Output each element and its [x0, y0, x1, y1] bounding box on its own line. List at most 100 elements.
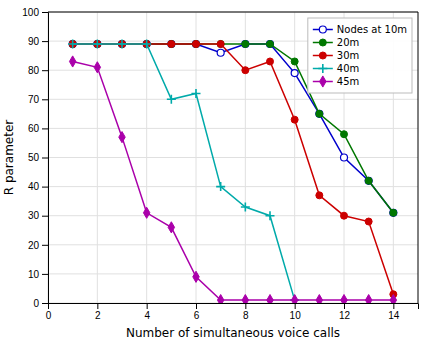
- series-line: [73, 44, 394, 213]
- tick: 70: [28, 94, 48, 105]
- point-group: [291, 116, 298, 123]
- point-group: [241, 202, 250, 211]
- point-group: [242, 67, 249, 74]
- legend-label: 30m: [337, 50, 359, 61]
- grid-line: [48, 215, 418, 216]
- point-group: [68, 40, 77, 49]
- point-group: [217, 41, 224, 48]
- point-group: [93, 40, 102, 49]
- point-group: [168, 41, 175, 48]
- point: [119, 41, 126, 48]
- tick: 90: [28, 36, 48, 47]
- point-group: [69, 41, 76, 48]
- point-group: [217, 49, 224, 56]
- tick-label: 8: [243, 310, 249, 321]
- point: [341, 295, 347, 303]
- point: [316, 192, 323, 199]
- tick-label: 2: [95, 310, 101, 321]
- point: [365, 218, 372, 225]
- point: [365, 177, 372, 184]
- point: [217, 295, 223, 303]
- point: [94, 41, 101, 48]
- series-line: [73, 44, 394, 213]
- point-group: [390, 209, 397, 216]
- tick-mark: [42, 41, 48, 42]
- point-group: [390, 295, 396, 303]
- point: [267, 295, 273, 303]
- tick-label: 60: [28, 123, 40, 134]
- point-group: [242, 295, 248, 303]
- point: [143, 41, 150, 48]
- tick-label: 50: [28, 152, 40, 163]
- tick: 0: [46, 303, 52, 321]
- legend-marker: [319, 52, 326, 59]
- tick-mark: [295, 303, 296, 309]
- point-group: [143, 207, 149, 218]
- point: [291, 70, 298, 77]
- tick: 14: [388, 303, 400, 321]
- point-group: [119, 41, 126, 48]
- legend-marker: [319, 26, 326, 33]
- tick-label: 4: [144, 310, 150, 321]
- point: [118, 40, 127, 49]
- grid-line: [48, 99, 418, 100]
- legend-marker: [320, 76, 326, 87]
- grid-line: [48, 186, 418, 187]
- point-group: [119, 41, 126, 48]
- grid-line: [48, 244, 418, 245]
- point: [365, 177, 372, 184]
- point: [119, 41, 126, 48]
- point-group: [242, 41, 249, 48]
- point-group: [118, 40, 127, 49]
- y-axis: 0102030405060708090100: [22, 7, 48, 309]
- point: [69, 41, 76, 48]
- tick-mark: [42, 128, 48, 129]
- point: [267, 41, 274, 48]
- tick-mark: [245, 303, 246, 309]
- legend-marker-group: [318, 64, 327, 73]
- point: [119, 132, 125, 143]
- tick-label: 0: [33, 298, 39, 309]
- point: [291, 295, 297, 303]
- point-group: [193, 271, 199, 282]
- point: [291, 116, 298, 123]
- point-group: [94, 41, 101, 48]
- point-group: [365, 295, 371, 303]
- point: [341, 154, 348, 161]
- marks: [68, 40, 397, 303]
- legend-label: Nodes at 10m: [337, 24, 407, 35]
- point-group: [143, 41, 150, 48]
- point-group: [94, 41, 101, 48]
- point: [341, 212, 348, 219]
- point-group: [69, 56, 75, 67]
- point-group: [192, 89, 201, 98]
- tick-label: 30: [28, 210, 40, 221]
- point: [119, 41, 126, 48]
- point: [94, 62, 100, 73]
- grid-line: [48, 157, 418, 158]
- tick-mark: [42, 303, 48, 304]
- tick-mark: [42, 274, 48, 275]
- point: [69, 41, 76, 48]
- point: [143, 41, 150, 48]
- point-group: [291, 58, 298, 65]
- tick-mark: [344, 303, 345, 309]
- point-group: [341, 295, 347, 303]
- tick: 50: [28, 152, 48, 163]
- tick-label: 80: [28, 65, 40, 76]
- tick: 100: [22, 7, 48, 18]
- tick: 10: [290, 303, 302, 321]
- point: [390, 209, 397, 216]
- axis-line: [42, 13, 49, 304]
- grid-line: [48, 128, 418, 129]
- point-group: [94, 62, 100, 73]
- point-group: [119, 132, 125, 143]
- point: [390, 209, 397, 216]
- point: [291, 58, 298, 65]
- point-group: [316, 192, 323, 199]
- tick-label: 40: [28, 181, 40, 192]
- point-group: [365, 177, 372, 184]
- point: [242, 67, 249, 74]
- legend-item: 45m: [313, 76, 359, 87]
- point-group: [341, 154, 348, 161]
